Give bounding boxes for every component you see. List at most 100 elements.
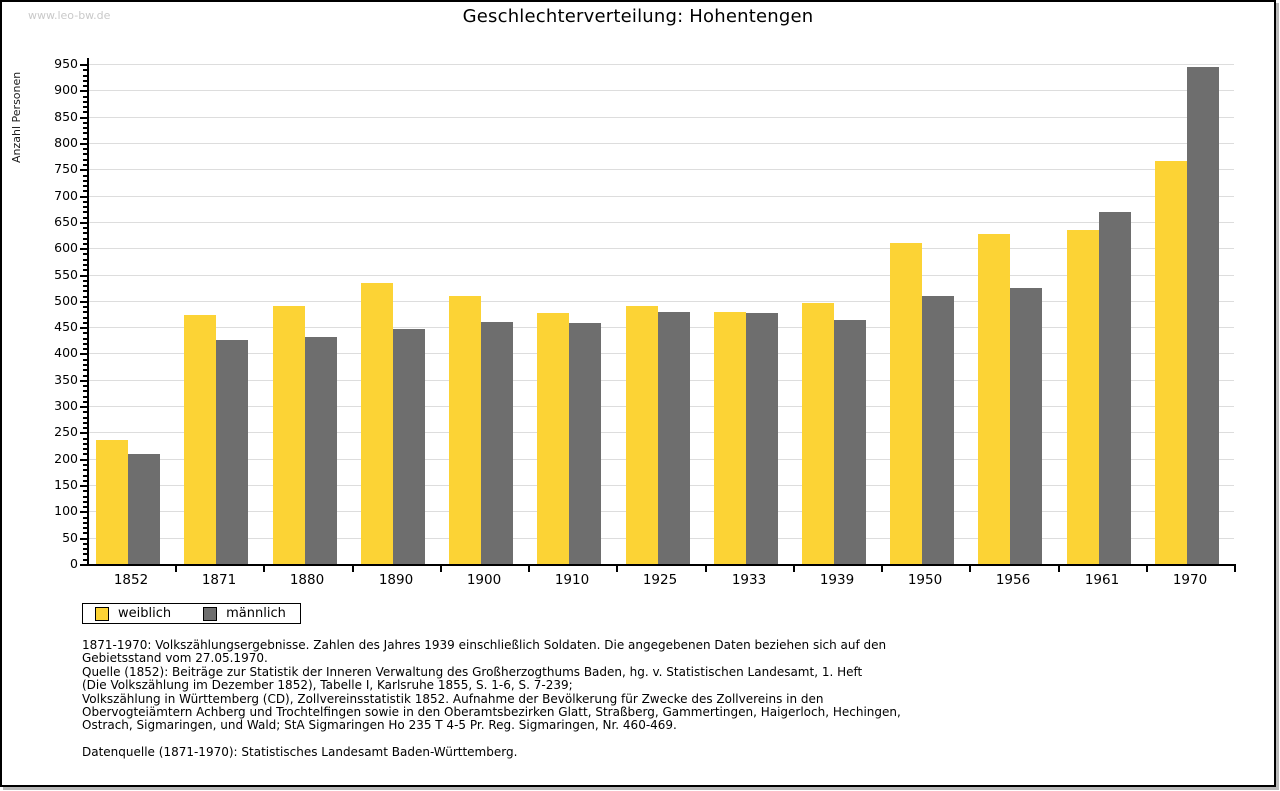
y-tick-label: 900 bbox=[54, 82, 78, 97]
y-minor-tick bbox=[83, 543, 87, 545]
footnote-line: Quelle (1852): Beiträge zur Statistik de… bbox=[82, 664, 863, 679]
y-tick-label: 150 bbox=[54, 477, 78, 492]
y-minor-tick bbox=[83, 532, 87, 534]
y-axis-label: Anzahl Personen bbox=[10, 71, 23, 163]
y-minor-tick bbox=[83, 106, 87, 108]
y-minor-tick bbox=[83, 290, 87, 292]
y-major-tick bbox=[80, 538, 87, 540]
y-minor-tick bbox=[83, 101, 87, 103]
bar-weiblich-1950 bbox=[890, 243, 922, 564]
y-minor-tick bbox=[83, 311, 87, 313]
y-minor-tick bbox=[83, 469, 87, 471]
y-minor-tick bbox=[83, 332, 87, 334]
y-minor-tick bbox=[83, 490, 87, 492]
y-major-tick bbox=[80, 169, 87, 171]
gridline bbox=[89, 275, 1234, 276]
y-minor-tick bbox=[83, 296, 87, 298]
x-tick-label: 1933 bbox=[731, 572, 767, 588]
y-major-tick bbox=[80, 143, 87, 145]
footnote-line: 1871-1970: Volkszählungsergebnisse. Zahl… bbox=[82, 638, 887, 652]
bar-männlich-1933 bbox=[746, 313, 778, 564]
y-minor-tick bbox=[83, 338, 87, 340]
x-tick-label: 1950 bbox=[907, 572, 943, 588]
y-minor-tick bbox=[83, 159, 87, 161]
y-minor-tick bbox=[83, 385, 87, 387]
bar-weiblich-1880 bbox=[273, 306, 305, 564]
legend-label-weiblich: weiblich bbox=[118, 606, 172, 621]
bar-weiblich-1871 bbox=[184, 315, 216, 564]
y-minor-tick bbox=[83, 259, 87, 261]
y-minor-tick bbox=[83, 280, 87, 282]
y-major-tick bbox=[80, 90, 87, 92]
y-minor-tick bbox=[83, 175, 87, 177]
bar-männlich-1925 bbox=[658, 312, 690, 564]
footnote-line: (Die Volkszählung im Dezember 1852), Tab… bbox=[82, 678, 573, 693]
y-major-tick bbox=[80, 459, 87, 461]
x-boundary-tick bbox=[440, 566, 442, 572]
x-boundary-tick bbox=[175, 566, 177, 572]
x-boundary-tick bbox=[263, 566, 265, 572]
y-minor-tick bbox=[83, 506, 87, 508]
y-minor-tick bbox=[83, 453, 87, 455]
y-major-tick bbox=[80, 564, 87, 566]
y-minor-tick bbox=[83, 238, 87, 240]
y-minor-tick bbox=[83, 85, 87, 87]
x-tick-label: 1880 bbox=[289, 572, 325, 588]
legend-swatch-weiblich bbox=[95, 606, 109, 621]
y-tick-label: 0 bbox=[70, 556, 78, 571]
x-tick-label: 1890 bbox=[378, 572, 414, 588]
y-minor-tick bbox=[83, 69, 87, 71]
x-boundary-tick bbox=[1146, 566, 1148, 572]
bar-weiblich-1939 bbox=[802, 303, 834, 564]
x-boundary-tick bbox=[528, 566, 530, 572]
y-minor-tick bbox=[83, 164, 87, 166]
data-source-line: Datenquelle (1871-1970): Statistisches L… bbox=[82, 744, 518, 759]
x-tick-label: 1852 bbox=[113, 572, 149, 588]
y-tick-label: 800 bbox=[54, 135, 78, 150]
y-minor-tick bbox=[83, 517, 87, 519]
y-minor-tick bbox=[83, 475, 87, 477]
y-minor-tick bbox=[83, 111, 87, 113]
y-minor-tick bbox=[83, 375, 87, 377]
y-minor-tick bbox=[83, 253, 87, 255]
y-tick-label: 950 bbox=[54, 56, 78, 71]
y-tick-label: 600 bbox=[54, 240, 78, 255]
x-boundary-tick bbox=[1234, 566, 1236, 572]
gridline bbox=[89, 90, 1234, 91]
bar-männlich-1900 bbox=[481, 322, 513, 564]
y-major-tick bbox=[80, 485, 87, 487]
y-major-tick bbox=[80, 380, 87, 382]
y-minor-tick bbox=[83, 464, 87, 466]
y-minor-tick bbox=[83, 80, 87, 82]
y-minor-tick bbox=[83, 438, 87, 440]
bar-männlich-1961 bbox=[1099, 212, 1131, 564]
y-minor-tick bbox=[83, 132, 87, 134]
gridline bbox=[89, 143, 1234, 144]
x-boundary-tick bbox=[969, 566, 971, 572]
y-minor-tick bbox=[83, 217, 87, 219]
bar-männlich-1871 bbox=[216, 340, 248, 564]
bar-weiblich-1910 bbox=[537, 313, 569, 564]
y-major-tick bbox=[80, 64, 87, 66]
y-major-tick bbox=[80, 275, 87, 277]
y-tick-label: 450 bbox=[54, 319, 78, 334]
y-minor-tick bbox=[83, 401, 87, 403]
bar-weiblich-1890 bbox=[361, 283, 393, 564]
x-tick-label: 1961 bbox=[1084, 572, 1120, 588]
y-minor-tick bbox=[83, 96, 87, 98]
x-tick-label: 1925 bbox=[642, 572, 678, 588]
x-boundary-tick bbox=[616, 566, 618, 572]
y-major-tick bbox=[80, 196, 87, 198]
x-boundary-tick bbox=[1058, 566, 1060, 572]
y-tick-label: 300 bbox=[54, 398, 78, 413]
legend-item-weiblich: weiblich bbox=[95, 606, 171, 621]
x-boundary-tick bbox=[705, 566, 707, 572]
gridline bbox=[89, 117, 1234, 118]
y-tick-label: 100 bbox=[54, 503, 78, 518]
y-major-tick bbox=[80, 301, 87, 303]
y-minor-tick bbox=[83, 359, 87, 361]
y-minor-tick bbox=[83, 343, 87, 345]
bar-weiblich-1956 bbox=[978, 234, 1010, 564]
y-minor-tick bbox=[83, 232, 87, 234]
legend-item-maennlich: männlich bbox=[203, 606, 286, 621]
